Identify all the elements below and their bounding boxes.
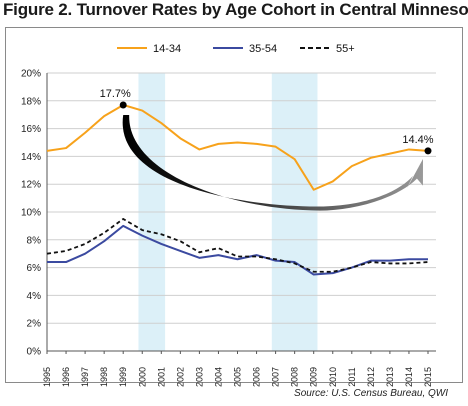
legend-label: 35-54 [249, 43, 277, 55]
x-tick-label: 2015 [423, 367, 433, 387]
x-tick-label: 2004 [213, 367, 223, 387]
x-tick-label: 2002 [175, 367, 185, 387]
y-tick-label: 6% [27, 263, 42, 274]
y-tick-label: 8% [27, 235, 42, 246]
legend-label: 14-34 [153, 43, 181, 55]
y-tick-label: 14% [21, 152, 41, 163]
y-tick-label: 18% [21, 96, 41, 107]
y-tick-label: 4% [27, 291, 42, 302]
x-tick-label: 2003 [194, 367, 204, 387]
x-tick-label: 2014 [404, 367, 414, 387]
legend-label: 55+ [336, 43, 355, 55]
y-tick-label: 20% [21, 69, 41, 80]
y-tick-label: 12% [21, 180, 41, 191]
x-tick-label: 2005 [233, 367, 243, 387]
x-tick-label: 2011 [347, 367, 357, 386]
x-tick-label: 2006 [252, 367, 262, 387]
x-tick-label: 2013 [385, 367, 395, 387]
x-tick-label: 1995 [42, 367, 52, 387]
y-tick-label: 16% [21, 124, 41, 135]
x-tick-label: 2008 [290, 367, 300, 387]
annotation-marker [424, 147, 432, 155]
x-tick-label: 2001 [156, 367, 166, 387]
x-tick-label: 2012 [366, 367, 376, 387]
plot-frame [5, 27, 463, 383]
annotation-label: 17.7% [100, 88, 131, 100]
series-line-3 [46, 218, 429, 273]
annotation-label: 14.4% [402, 134, 433, 146]
series-line-2 [47, 224, 428, 276]
source-note: Source: U.S. Census Bureau, QWI [294, 388, 448, 399]
x-tick-label: 1998 [99, 367, 109, 387]
x-tick-label: 2000 [137, 367, 147, 387]
x-tick-label: 2010 [328, 367, 338, 387]
figure-title: Figure 2. Turnover Rates by Age Cohort i… [3, 0, 468, 19]
x-tick-label: 1996 [61, 367, 71, 387]
x-tick-label: 1997 [80, 367, 90, 387]
y-tick-label: 2% [27, 319, 42, 330]
x-tick-label: 2007 [271, 367, 281, 387]
y-tick-label: 0% [27, 347, 42, 358]
y-tick-label: 10% [21, 208, 41, 219]
annotation-marker [119, 101, 127, 109]
x-tick-label: 1999 [118, 367, 128, 387]
x-tick-label: 2009 [309, 367, 319, 387]
series-line-1 [46, 103, 429, 191]
